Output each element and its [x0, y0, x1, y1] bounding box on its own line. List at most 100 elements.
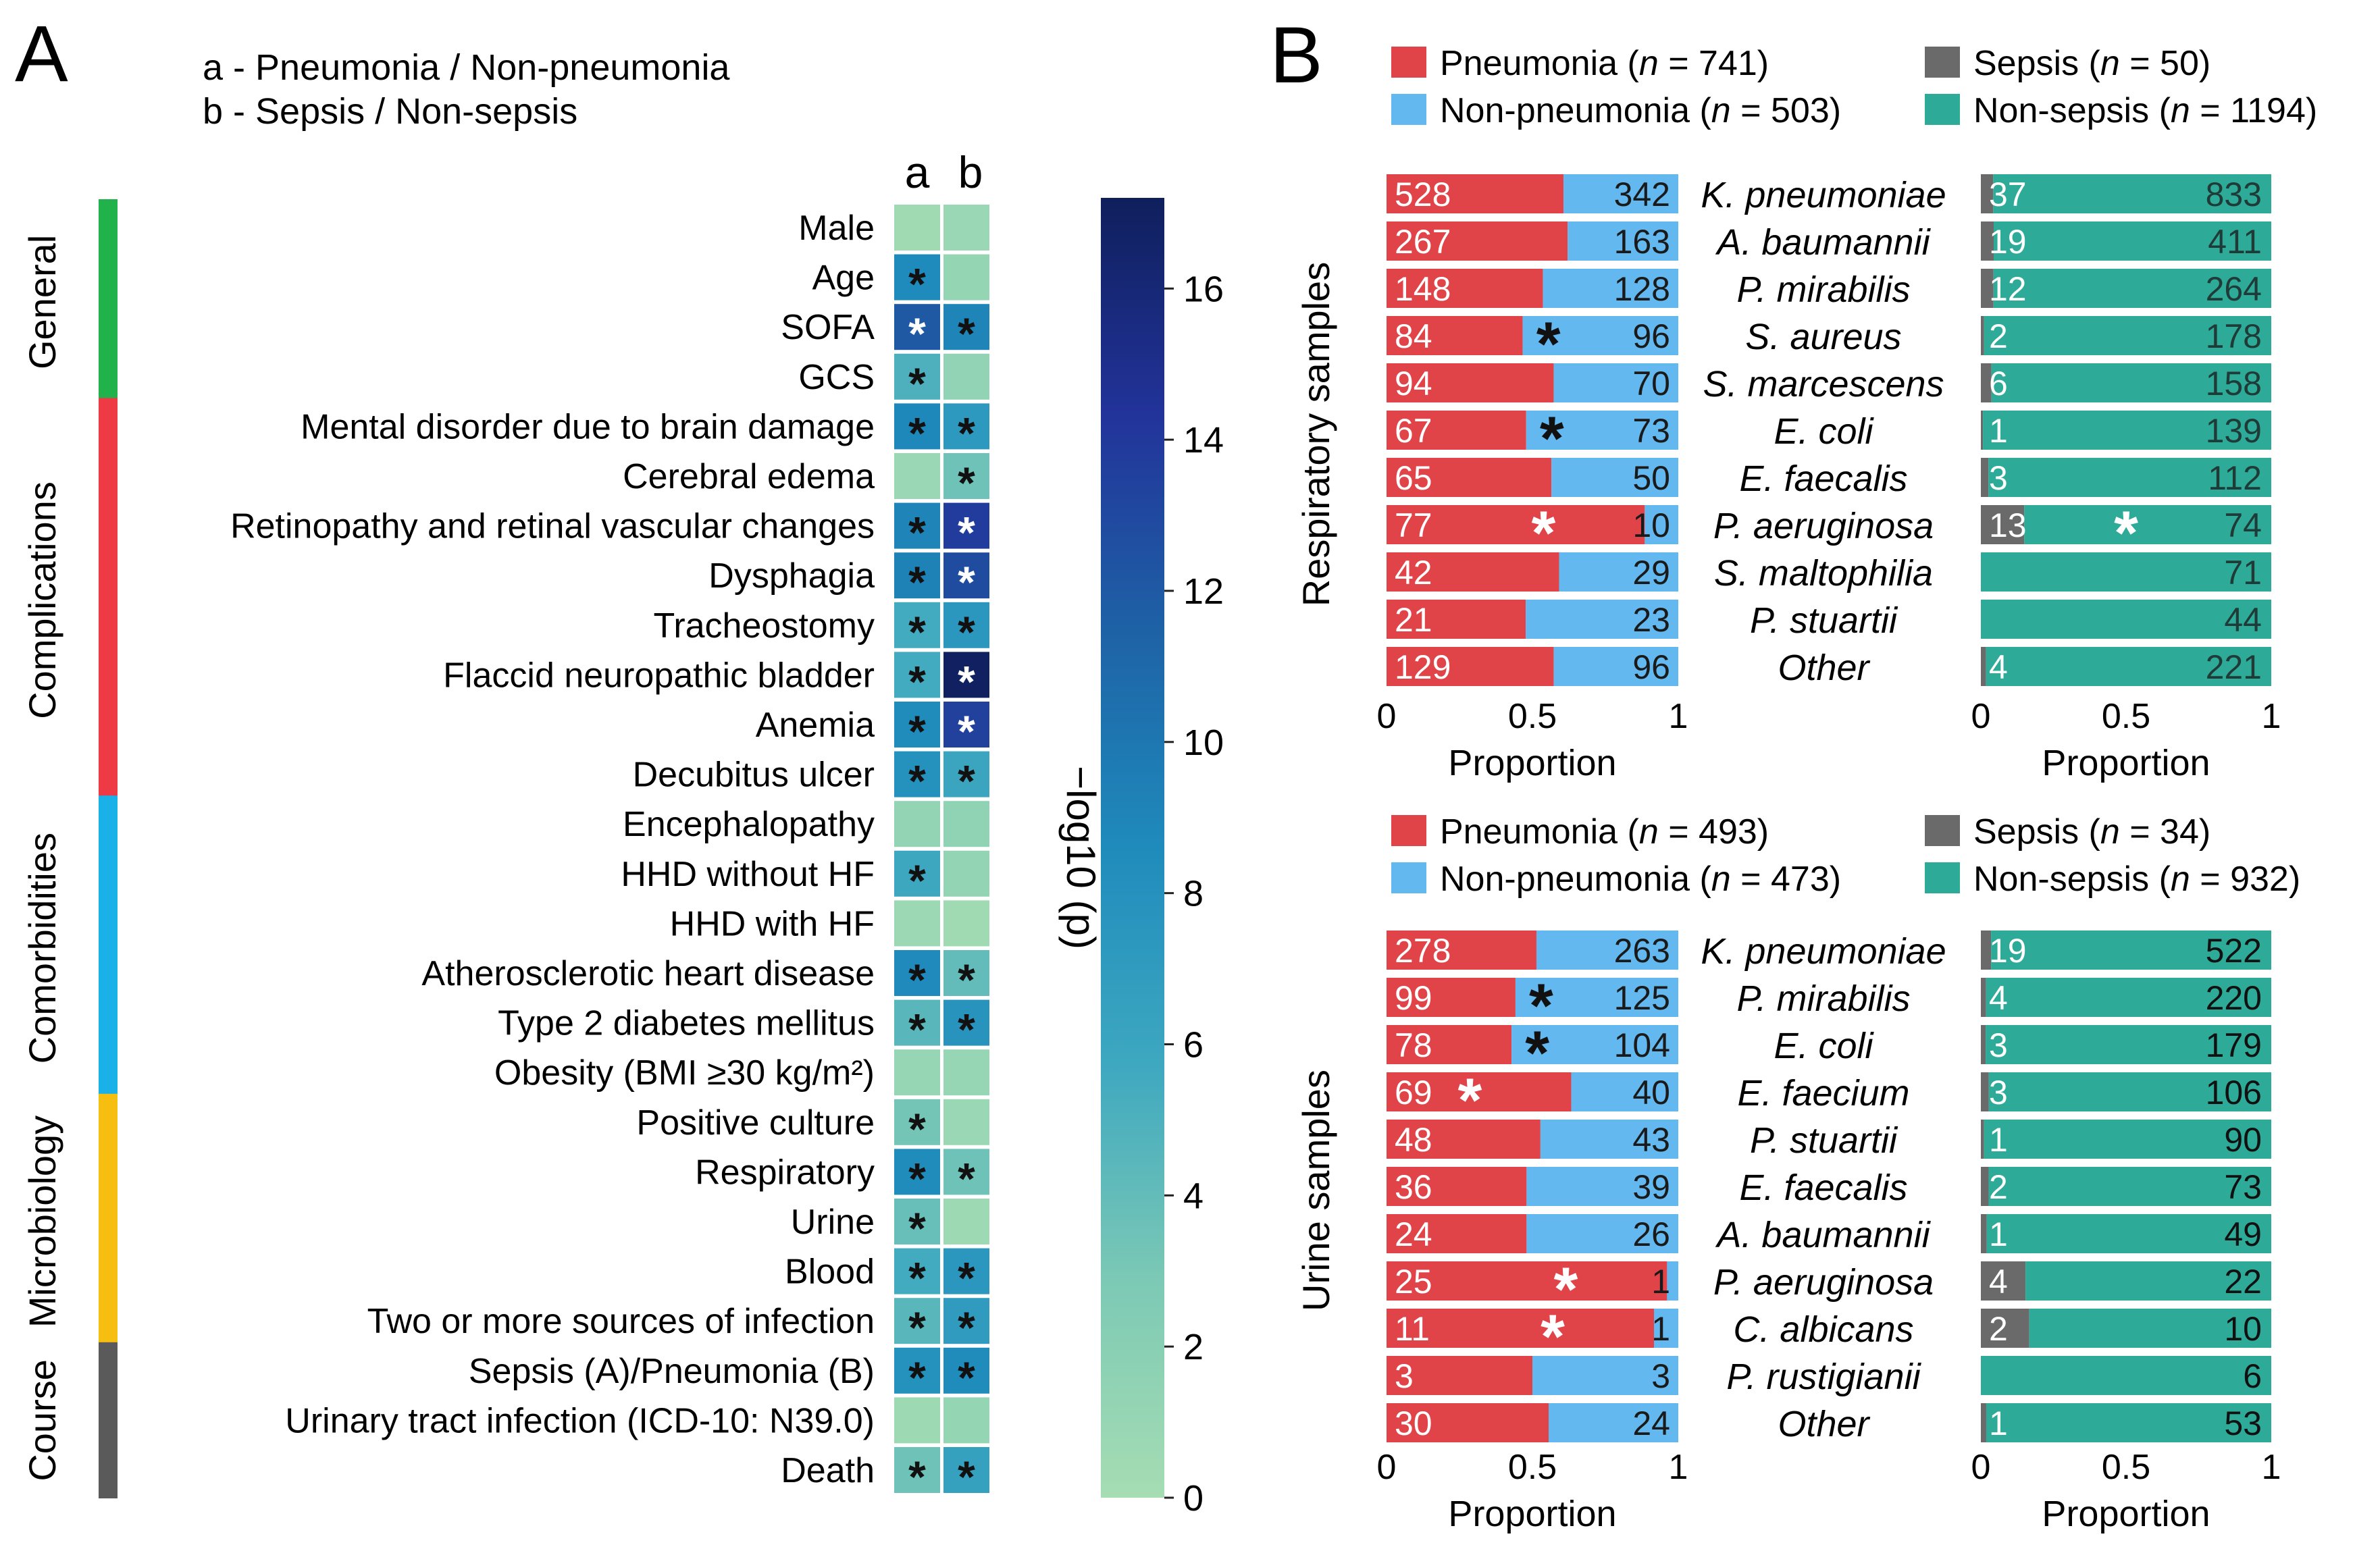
bar-pneumonia: [1387, 600, 1526, 639]
bar-label-non-sepsis: 49: [2224, 1215, 2262, 1253]
organism-label: E. faecalis: [1739, 1168, 1907, 1208]
legend-sepsis-n-value: = 50): [2120, 44, 2210, 83]
bar-non-pneumonia: [1543, 269, 1678, 308]
legend-pneumonia-n-value: = 741): [1659, 44, 1769, 83]
bar-label-sepsis: 2: [1989, 1310, 2008, 1348]
bar-non-pneumonia: [1654, 1309, 1678, 1348]
bar-pneumonia: [1387, 647, 1554, 686]
bar-label-pneumonia: 48: [1395, 1121, 1432, 1159]
legend-non-sepsis-n-var: n: [2171, 91, 2190, 130]
significance-star: *: [958, 1353, 975, 1402]
bar-label-pneumonia: 129: [1395, 648, 1451, 686]
legend-pneumonia-label: Pneumonia (n = 493): [1440, 812, 1769, 851]
significance-star: *: [958, 508, 975, 558]
heatmap-cell-b: [943, 1248, 989, 1294]
bar-label-non-pneumonia: 1: [1651, 1310, 1670, 1348]
bar-pneumonia: [1387, 174, 1564, 213]
bar-non-sepsis: [1991, 363, 2271, 402]
colorbar-gradient: [1101, 198, 1164, 1498]
bar-pneumonia: [1387, 411, 1526, 450]
heatmap-cell-a: [894, 1298, 940, 1344]
key-b: b - Sepsis / Non-sepsis: [203, 91, 577, 132]
bar-label-sepsis: 1: [1989, 1405, 2008, 1442]
bar-non-pneumonia: [1645, 505, 1678, 544]
legend-non-sepsis-swatch: [1925, 94, 1960, 125]
heatmap-row-label: Encephalopathy: [623, 805, 875, 844]
heatmap-cell-b: [943, 1447, 989, 1493]
bar-label-non-pneumonia: 3: [1651, 1357, 1670, 1395]
legend-pneumonia-n-var: n: [1639, 44, 1659, 83]
heatmap-row-label: Type 2 diabetes mellitus: [498, 1004, 875, 1043]
significance-star: *: [958, 557, 975, 607]
heatmap-row-label: Obesity (BMI ≥30 kg/m²): [494, 1053, 875, 1093]
bar-non-sepsis: [1984, 316, 2271, 355]
axis-label: Proportion: [2042, 743, 2210, 783]
panel-a-letter: A: [15, 9, 68, 99]
organism-label: P. rustigianii: [1726, 1357, 1921, 1397]
heatmap-cell-a: [894, 950, 940, 996]
significance-star: *: [908, 856, 926, 906]
heatmap-col-a: a: [905, 147, 930, 197]
significance-star: *: [908, 955, 926, 1005]
legend-sepsis-n-open: (: [2089, 44, 2101, 83]
bar-sepsis: [1981, 1120, 1984, 1159]
key-a: a - Pneumonia / Non-pneumonia: [203, 47, 730, 88]
bar-sepsis: [1981, 269, 1994, 308]
bar-label-pneumonia: 21: [1395, 601, 1432, 639]
heatmap-cell-b: [943, 453, 989, 499]
group-label: Course: [21, 1359, 63, 1482]
heatmap-row-label: Tracheostomy: [653, 606, 875, 646]
significance-star: *: [958, 1153, 975, 1203]
bar-non-sepsis: [1988, 1167, 2271, 1206]
significance-star: *: [908, 259, 926, 309]
bar-label-non-pneumonia: 40: [1632, 1074, 1670, 1111]
heatmap-cell-a: [894, 1099, 940, 1145]
organism-label: P. mirabilis: [1736, 269, 1910, 310]
legend-sepsis-n-value: = 34): [2120, 812, 2210, 851]
category-groups: General Complications Comorbidities Microbi…: [21, 199, 118, 1498]
colorbar: −log10 (p) 0 2 4 6 8 10 12 14 16: [1058, 198, 1224, 1519]
bar-sepsis: [1981, 1167, 1989, 1206]
heatmap-cell-b: [943, 850, 989, 897]
bar-label-non-pneumonia: 50: [1632, 459, 1670, 497]
bar-non-sepsis: [1993, 174, 2271, 213]
significance-star: *: [958, 1005, 975, 1055]
heatmap-cell-a: [894, 801, 940, 847]
heatmap-cell-b: [943, 254, 989, 300]
significance-star: *: [958, 1253, 975, 1303]
colorbar-tick-label: 8: [1183, 874, 1204, 914]
bar-label-non-sepsis: 158: [2206, 365, 2262, 402]
legend-pneumonia-swatch: [1391, 815, 1426, 846]
heatmap-cell-b: [943, 353, 989, 400]
organism-label: P. stuartii: [1750, 1120, 1898, 1161]
axis-tick-label: 0: [1971, 1448, 1991, 1487]
heatmap-cell-a: [894, 702, 940, 748]
legend-sepsis-swatch: [1925, 47, 1960, 78]
bar-label-non-pneumonia: 73: [1632, 412, 1670, 450]
heatmap-row-label: SOFA: [781, 308, 875, 347]
legend-sepsis-n-var: n: [2100, 44, 2120, 83]
section-title: Urine samples: [1295, 1070, 1337, 1311]
bar-label-non-pneumonia: 70: [1632, 365, 1670, 402]
bar-sepsis: [1981, 978, 1986, 1017]
axis-tick-label: 0: [1377, 1448, 1397, 1487]
heatmap-row-label: Decubitus ulcer: [633, 756, 875, 795]
bar-non-sepsis: [1984, 1120, 2271, 1159]
bar-non-sepsis: [1994, 221, 2271, 261]
legend-non-pneumonia-name: Non-pneumonia: [1440, 860, 1699, 899]
bar-label-pneumonia: 278: [1395, 932, 1451, 970]
heatmap-cell-b: [943, 602, 989, 648]
bar-label-non-pneumonia: 96: [1632, 317, 1670, 355]
bar-label-non-pneumonia: 26: [1632, 1215, 1670, 1253]
bar-label-sepsis: 4: [1989, 648, 2008, 686]
legend-non-pneumonia-n-var: n: [1711, 91, 1731, 130]
significance-star: *: [908, 756, 926, 806]
bar-label-pneumonia: 42: [1395, 554, 1432, 592]
heatmap-cell-b: [943, 205, 989, 251]
bar-label-pneumonia: 267: [1395, 223, 1451, 261]
heatmap-cell-a: [894, 1049, 940, 1096]
bar-label-pneumonia: 65: [1395, 459, 1432, 497]
legend-non-sepsis-name: Non-sepsis: [1973, 860, 2159, 899]
heatmap-cell-b: [943, 652, 989, 698]
organism-label: S. marcescens: [1703, 364, 1944, 404]
